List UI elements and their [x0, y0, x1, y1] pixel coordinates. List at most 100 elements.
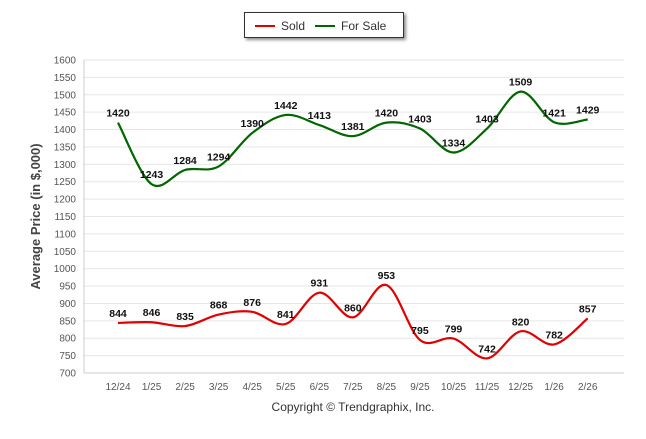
y-tick-label: 1150 — [54, 212, 76, 223]
x-tick-label: 1/25 — [142, 382, 162, 393]
x-tick-label: 12/24 — [105, 382, 130, 393]
data-point-sold[interactable] — [518, 329, 523, 334]
data-point-for-sale[interactable] — [183, 167, 188, 172]
data-point-sold[interactable] — [283, 321, 288, 326]
data-point-for-sale[interactable] — [417, 126, 422, 131]
data-point-for-sale[interactable] — [585, 117, 590, 122]
data-point-sold[interactable] — [216, 312, 221, 317]
y-tick-label: 1600 — [54, 56, 77, 67]
data-label-for-sale: 1420 — [375, 108, 399, 120]
data-label-sold: 931 — [311, 278, 329, 290]
data-point-sold[interactable] — [183, 324, 188, 329]
data-point-sold[interactable] — [149, 320, 154, 325]
data-point-for-sale[interactable] — [149, 182, 154, 187]
data-point-sold[interactable] — [384, 283, 389, 288]
data-label-sold: 835 — [176, 311, 194, 323]
data-point-for-sale[interactable] — [451, 150, 456, 155]
y-tick-label: 1000 — [54, 264, 77, 275]
data-point-for-sale[interactable] — [518, 89, 523, 94]
data-point-sold[interactable] — [485, 356, 490, 361]
data-point-sold[interactable] — [552, 342, 557, 347]
data-point-sold[interactable] — [250, 309, 255, 314]
y-tick-label: 800 — [59, 334, 76, 345]
x-tick-label: 11/25 — [475, 382, 500, 393]
data-label-for-sale: 1403 — [475, 114, 499, 126]
x-tick-label: 6/25 — [310, 382, 330, 393]
y-tick-label: 1350 — [54, 142, 77, 153]
data-point-sold[interactable] — [116, 320, 121, 325]
data-point-for-sale[interactable] — [552, 120, 557, 125]
y-tick-label: 1500 — [54, 90, 77, 101]
legend-label-sold: Sold — [281, 19, 306, 33]
data-point-sold[interactable] — [451, 336, 456, 341]
y-tick-label: 900 — [59, 299, 76, 310]
data-label-sold: 846 — [143, 307, 161, 319]
data-point-sold[interactable] — [317, 290, 322, 295]
data-label-sold: 799 — [445, 324, 463, 336]
y-tick-label: 1550 — [54, 73, 77, 84]
data-point-for-sale[interactable] — [350, 134, 355, 139]
y-tick-label: 1100 — [54, 229, 76, 240]
data-label-for-sale: 1442 — [274, 100, 298, 112]
data-label-sold: 868 — [210, 300, 228, 312]
data-label-for-sale: 1509 — [509, 77, 533, 89]
data-label-sold: 844 — [109, 308, 127, 320]
x-tick-label: 4/25 — [242, 382, 262, 393]
y-tick-label: 1300 — [54, 160, 77, 171]
y-tick-label: 1250 — [54, 177, 77, 188]
x-tick-label: 8/25 — [377, 382, 397, 393]
x-tick-label: 2/26 — [578, 382, 598, 393]
data-label-sold: 860 — [344, 302, 362, 314]
series-line-sold — [117, 283, 589, 360]
data-point-for-sale[interactable] — [317, 123, 322, 128]
data-label-for-sale: 1421 — [542, 107, 566, 119]
legend-swatch-sold — [255, 25, 275, 27]
data-point-for-sale[interactable] — [283, 112, 288, 117]
legend: Sold For Sale — [244, 12, 404, 38]
data-label-sold: 820 — [512, 316, 530, 328]
x-tick-label: 2/25 — [175, 382, 195, 393]
data-label-for-sale: 1284 — [173, 155, 197, 167]
y-tick-label: 950 — [59, 282, 76, 293]
data-label-for-sale: 1420 — [106, 108, 130, 120]
x-tick-label: 9/25 — [410, 382, 430, 393]
data-point-sold[interactable] — [350, 315, 355, 320]
data-label-for-sale: 1429 — [576, 104, 600, 116]
x-tick-label: 3/25 — [209, 382, 229, 393]
y-axis-title: Average Price (in $,000) — [28, 143, 43, 289]
y-tick-label: 1050 — [54, 247, 77, 258]
data-label-sold: 841 — [277, 309, 295, 321]
data-point-for-sale[interactable] — [250, 131, 255, 136]
data-label-for-sale: 1294 — [207, 151, 231, 163]
x-tick-label: 10/25 — [441, 382, 466, 393]
y-tick-label: 1400 — [54, 125, 77, 136]
data-point-sold[interactable] — [585, 316, 590, 321]
data-label-sold: 953 — [378, 270, 396, 282]
data-label-for-sale: 1390 — [241, 118, 265, 130]
legend-item-sold[interactable]: Sold — [255, 18, 305, 34]
x-tick-label: 7/25 — [343, 382, 363, 393]
y-tick-label: 700 — [59, 369, 76, 380]
x-tick-label: 12/25 — [508, 382, 533, 393]
data-point-for-sale[interactable] — [116, 120, 121, 125]
data-label-sold: 782 — [545, 329, 563, 341]
y-tick-label: 750 — [59, 351, 76, 362]
data-point-sold[interactable] — [417, 337, 422, 342]
data-point-for-sale[interactable] — [216, 164, 221, 169]
data-label-for-sale: 1243 — [140, 169, 164, 181]
legend-item-for-sale[interactable]: For Sale — [315, 18, 386, 34]
data-label-sold: 876 — [243, 297, 261, 309]
data-point-for-sale[interactable] — [384, 120, 389, 125]
data-label-for-sale: 1403 — [408, 114, 432, 126]
data-label-sold: 742 — [478, 343, 496, 355]
data-point-for-sale[interactable] — [485, 126, 490, 131]
data-label-for-sale: 1381 — [341, 121, 365, 133]
data-label-for-sale: 1334 — [442, 138, 466, 150]
data-label-sold: 795 — [411, 325, 429, 337]
x-tick-label: 1/26 — [544, 382, 564, 393]
legend-label-for-sale: For Sale — [341, 19, 387, 33]
data-label-sold: 857 — [579, 303, 597, 315]
x-tick-label: 5/25 — [276, 382, 296, 393]
